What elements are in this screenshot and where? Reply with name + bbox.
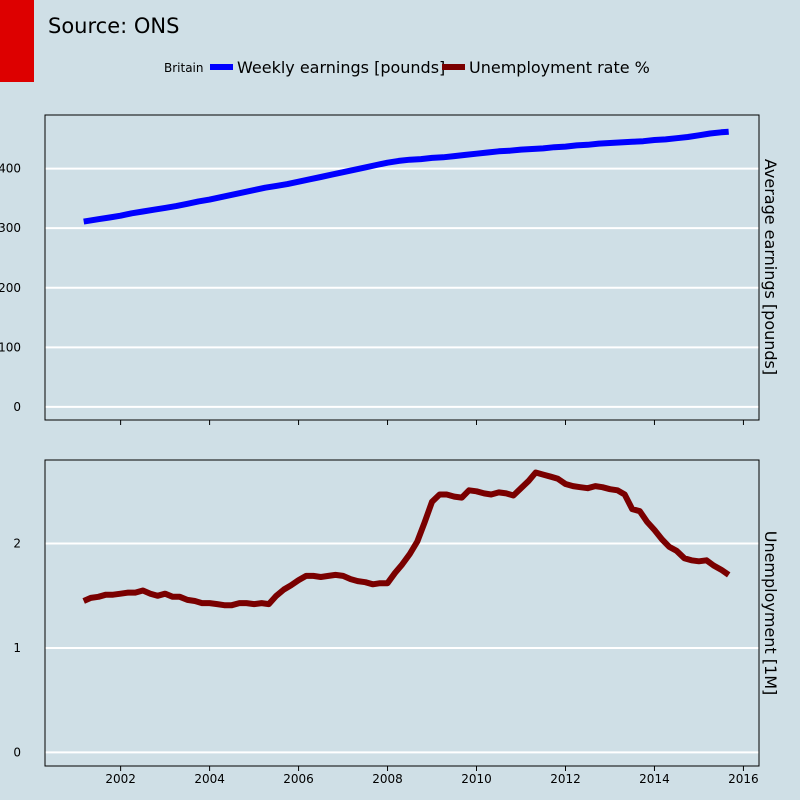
x-tick-label: 2010: [461, 772, 492, 786]
earnings-y-axis-label: Average earnings [pounds]: [761, 159, 780, 375]
y-tick-label: 1: [13, 641, 21, 655]
x-tick-label: 2012: [550, 772, 581, 786]
y-tick-label: 0: [13, 400, 21, 414]
y-tick-label: 400: [0, 162, 21, 176]
series-line-weekly-earnings: [83, 128, 729, 225]
earnings-x-ticks: [120, 420, 744, 425]
unemployment-panel: 2002 2004 2006 2008 2010 2012 2014 2016 0 1 2 Une…: [13, 459, 780, 786]
earnings-y-ticks: 0 100 200 300 400: [0, 162, 21, 414]
x-tick-label: 2016: [728, 772, 759, 786]
x-tick-label: 2004: [194, 772, 225, 786]
legend-label-unemployment: Unemployment rate %: [469, 58, 650, 77]
x-tick-label: 2006: [283, 772, 314, 786]
y-tick-label: 200: [0, 281, 21, 295]
y-tick-label: 0: [13, 745, 21, 759]
unemployment-x-ticks: 2002 2004 2006 2008 2010 2012 2014 2016: [105, 766, 759, 786]
accent-bar: [0, 0, 34, 82]
source-label: Source: ONS: [48, 14, 180, 38]
legend-label-earnings: Weekly earnings [pounds]: [237, 58, 445, 77]
x-tick-label: 2014: [639, 772, 670, 786]
legend-title: Britain: [164, 61, 204, 75]
x-tick-label: 2008: [372, 772, 403, 786]
y-tick-label: 2: [13, 537, 21, 551]
x-tick-label: 2002: [105, 772, 136, 786]
earnings-grid: [45, 167, 759, 408]
earnings-panel: 0 100 200 300 400 Average earnings [pounds]: [0, 114, 780, 425]
unemployment-y-axis-label: Unemployment [1M]: [761, 531, 780, 696]
legend: Britain Weekly earnings [pounds] Unemplo…: [164, 58, 650, 77]
earnings-plot-frame: [44, 114, 760, 421]
unemployment-grid: [45, 542, 759, 754]
series-line-unemployment: [82, 469, 731, 609]
unemployment-plot-frame: [44, 459, 760, 767]
y-tick-label: 100: [0, 340, 21, 354]
y-tick-label: 300: [0, 221, 21, 235]
unemployment-y-ticks: 0 1 2: [13, 537, 21, 760]
